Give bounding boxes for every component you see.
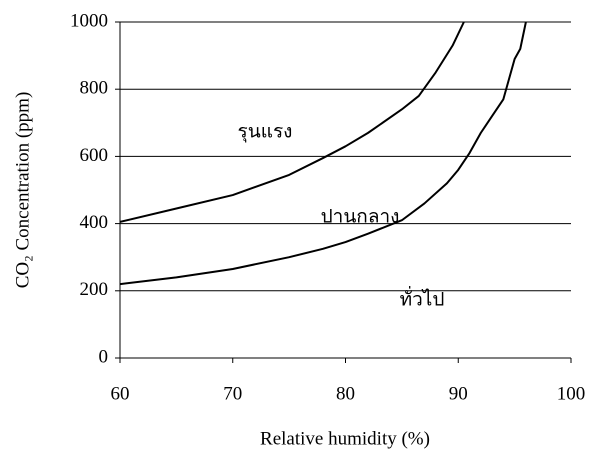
x-tick-label: 90	[449, 383, 468, 404]
y-tick-label: 200	[80, 279, 109, 300]
annotation: ปานกลาง	[321, 206, 400, 227]
x-tick-label: 80	[336, 383, 355, 404]
x-tick-label: 70	[223, 383, 242, 404]
y-tick-label: 0	[99, 346, 109, 367]
x-tick-label: 100	[557, 383, 586, 404]
curve	[120, 21, 527, 286]
y-tick-label: 1000	[70, 10, 108, 31]
y-tick-label: 800	[80, 78, 109, 99]
annotation: ทั่วไป	[400, 285, 445, 310]
curve	[120, 21, 465, 223]
annotation: รุนแรง	[238, 121, 293, 143]
x-tick-label: 60	[111, 383, 130, 404]
y-tick-label: 600	[80, 145, 109, 166]
x-axis-label: Relative humidity (%)	[260, 428, 430, 449]
y-tick-label: 400	[80, 212, 109, 233]
y-axis-label: CO₂ Concentration (ppm)	[12, 92, 33, 289]
